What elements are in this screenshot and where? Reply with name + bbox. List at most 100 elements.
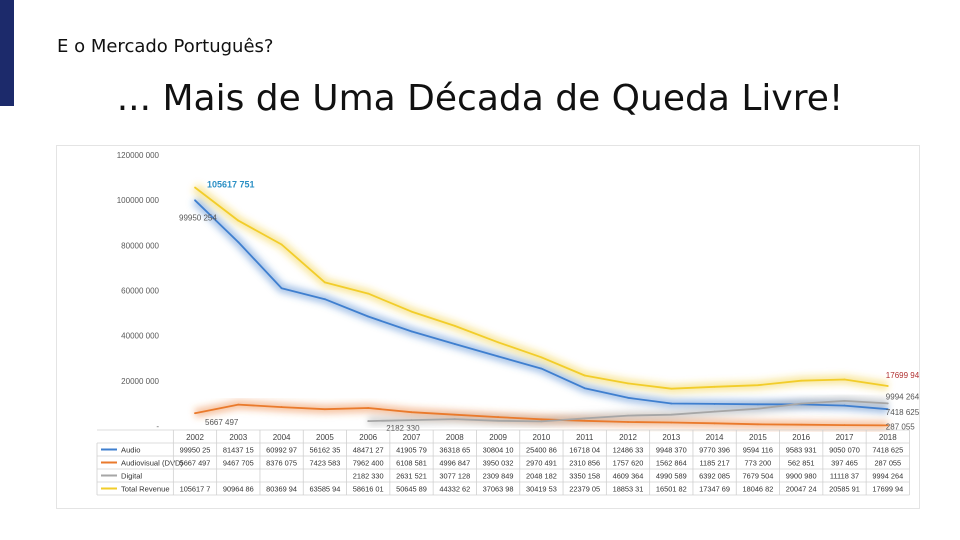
table-cell: 287 055 — [874, 459, 901, 468]
table-cell: 7418 625 — [872, 446, 903, 455]
data-point — [497, 416, 499, 418]
table-cell: 44332 62 — [439, 485, 470, 494]
page-title: ... Mais de Uma Década de Queda Livre! — [116, 78, 844, 119]
table-cell: 9948 370 — [656, 446, 687, 455]
data-point — [713, 422, 716, 425]
data-point — [410, 411, 413, 414]
data-point — [410, 330, 413, 333]
table-cell: 58616 01 — [353, 485, 384, 494]
data-point — [627, 382, 629, 385]
table-cell: 4609 364 — [613, 472, 644, 481]
data-point — [757, 403, 759, 406]
table-cell: 30804 10 — [483, 446, 514, 455]
y-tick-label: 80000 000 — [121, 241, 159, 250]
table-cell: 4990 589 — [656, 472, 687, 481]
x-tick-label: 2006 — [359, 433, 377, 442]
table-cell: 99950 25 — [180, 446, 211, 455]
x-tick-label: 2013 — [662, 433, 680, 442]
chart-panel: 120000 000 100000 000 80000 000 60000 000 40… — [56, 145, 924, 509]
data-point — [367, 407, 370, 409]
legend-entry: Total Revenue — [121, 485, 170, 494]
data-point — [886, 424, 889, 427]
table-cell: 17347 69 — [699, 485, 730, 494]
y-tick-label: 40000 000 — [121, 332, 159, 341]
data-point — [583, 387, 586, 390]
x-tick-label: 2018 — [879, 433, 897, 442]
data-label: 9994 264 — [886, 392, 919, 401]
table-cell: 22379 05 — [569, 485, 600, 494]
data-point — [324, 281, 326, 284]
data-point — [237, 241, 240, 243]
table-cell: 773 200 — [745, 459, 772, 468]
data-point — [453, 324, 456, 327]
data-point — [713, 403, 716, 405]
data-point — [194, 199, 196, 202]
section-title: E o Mercado Português? — [57, 36, 274, 57]
data-point — [583, 419, 586, 422]
data-point — [713, 385, 716, 388]
legend-entry: Audiovisual (DVD) — [121, 459, 184, 468]
table-cell: 2182 330 — [353, 472, 384, 481]
table-cell: 3350 158 — [569, 472, 600, 481]
data-point — [843, 424, 846, 427]
data-point — [280, 287, 283, 290]
table-cell: 9994 264 — [872, 472, 903, 481]
table-cell: 3950 032 — [483, 459, 514, 468]
table-cell: 6392 085 — [699, 472, 730, 481]
x-tick-label: 2011 — [576, 433, 594, 442]
x-tick-label: 2016 — [792, 433, 810, 442]
data-point — [627, 421, 629, 423]
data-point — [670, 387, 673, 390]
data-point — [843, 404, 846, 407]
x-tick-label: 2014 — [706, 433, 724, 442]
x-tick-label: 2003 — [229, 433, 247, 442]
data-point — [367, 292, 370, 295]
table-cell: 8376 075 — [266, 459, 297, 468]
table-cell: 30419 53 — [526, 485, 557, 494]
data-point — [453, 418, 456, 420]
data-point — [757, 423, 759, 426]
data-point — [237, 403, 240, 406]
x-tick-label: 2004 — [273, 433, 291, 442]
table-cell: 50645 89 — [396, 485, 427, 494]
data-point — [670, 421, 673, 424]
table-cell: 81437 15 — [223, 446, 254, 455]
table-cell: 9050 070 — [829, 446, 860, 455]
data-point — [713, 410, 716, 413]
table-cell: 48471 27 — [353, 446, 384, 455]
table-cell: 2048 182 — [526, 472, 557, 481]
table-cell: 37063 98 — [483, 485, 514, 494]
table-cell: 2310 856 — [569, 459, 600, 468]
table-cell: 3077 128 — [439, 472, 470, 481]
table-cell: 36318 65 — [439, 446, 470, 455]
x-tick-label: 2008 — [446, 433, 464, 442]
y-tick-label: 60000 000 — [121, 287, 159, 296]
data-point — [627, 396, 629, 399]
data-point — [237, 219, 240, 222]
data-point — [540, 367, 543, 370]
legend-entry: Digital — [121, 472, 142, 481]
table-cell: 1757 620 — [613, 459, 644, 468]
table-cell: 4996 847 — [439, 459, 470, 468]
table-cell: 41905 79 — [396, 446, 427, 455]
x-tick-label: 2012 — [619, 433, 637, 442]
data-point — [324, 298, 326, 301]
table-cell: 16718 04 — [569, 446, 600, 455]
data-point — [194, 412, 196, 415]
data-point — [540, 356, 543, 359]
data-label: 2182 330 — [386, 424, 420, 433]
table-cell: 9900 980 — [786, 472, 817, 481]
data-label: 17699 944 — [886, 371, 919, 380]
data-point — [453, 343, 456, 345]
table-cell: 18853 31 — [613, 485, 644, 494]
table-cell: 56162 35 — [309, 446, 340, 455]
data-point — [843, 399, 846, 402]
table-cell: 18046 82 — [742, 485, 773, 494]
data-point — [497, 419, 499, 422]
x-tick-label: 2005 — [316, 433, 334, 442]
y-tick-label: - — [156, 422, 159, 431]
table-cell: 1185 217 — [699, 459, 729, 468]
x-tick-label: 2009 — [489, 433, 507, 442]
table-cell: 1562 864 — [656, 459, 687, 468]
data-point — [410, 310, 413, 313]
